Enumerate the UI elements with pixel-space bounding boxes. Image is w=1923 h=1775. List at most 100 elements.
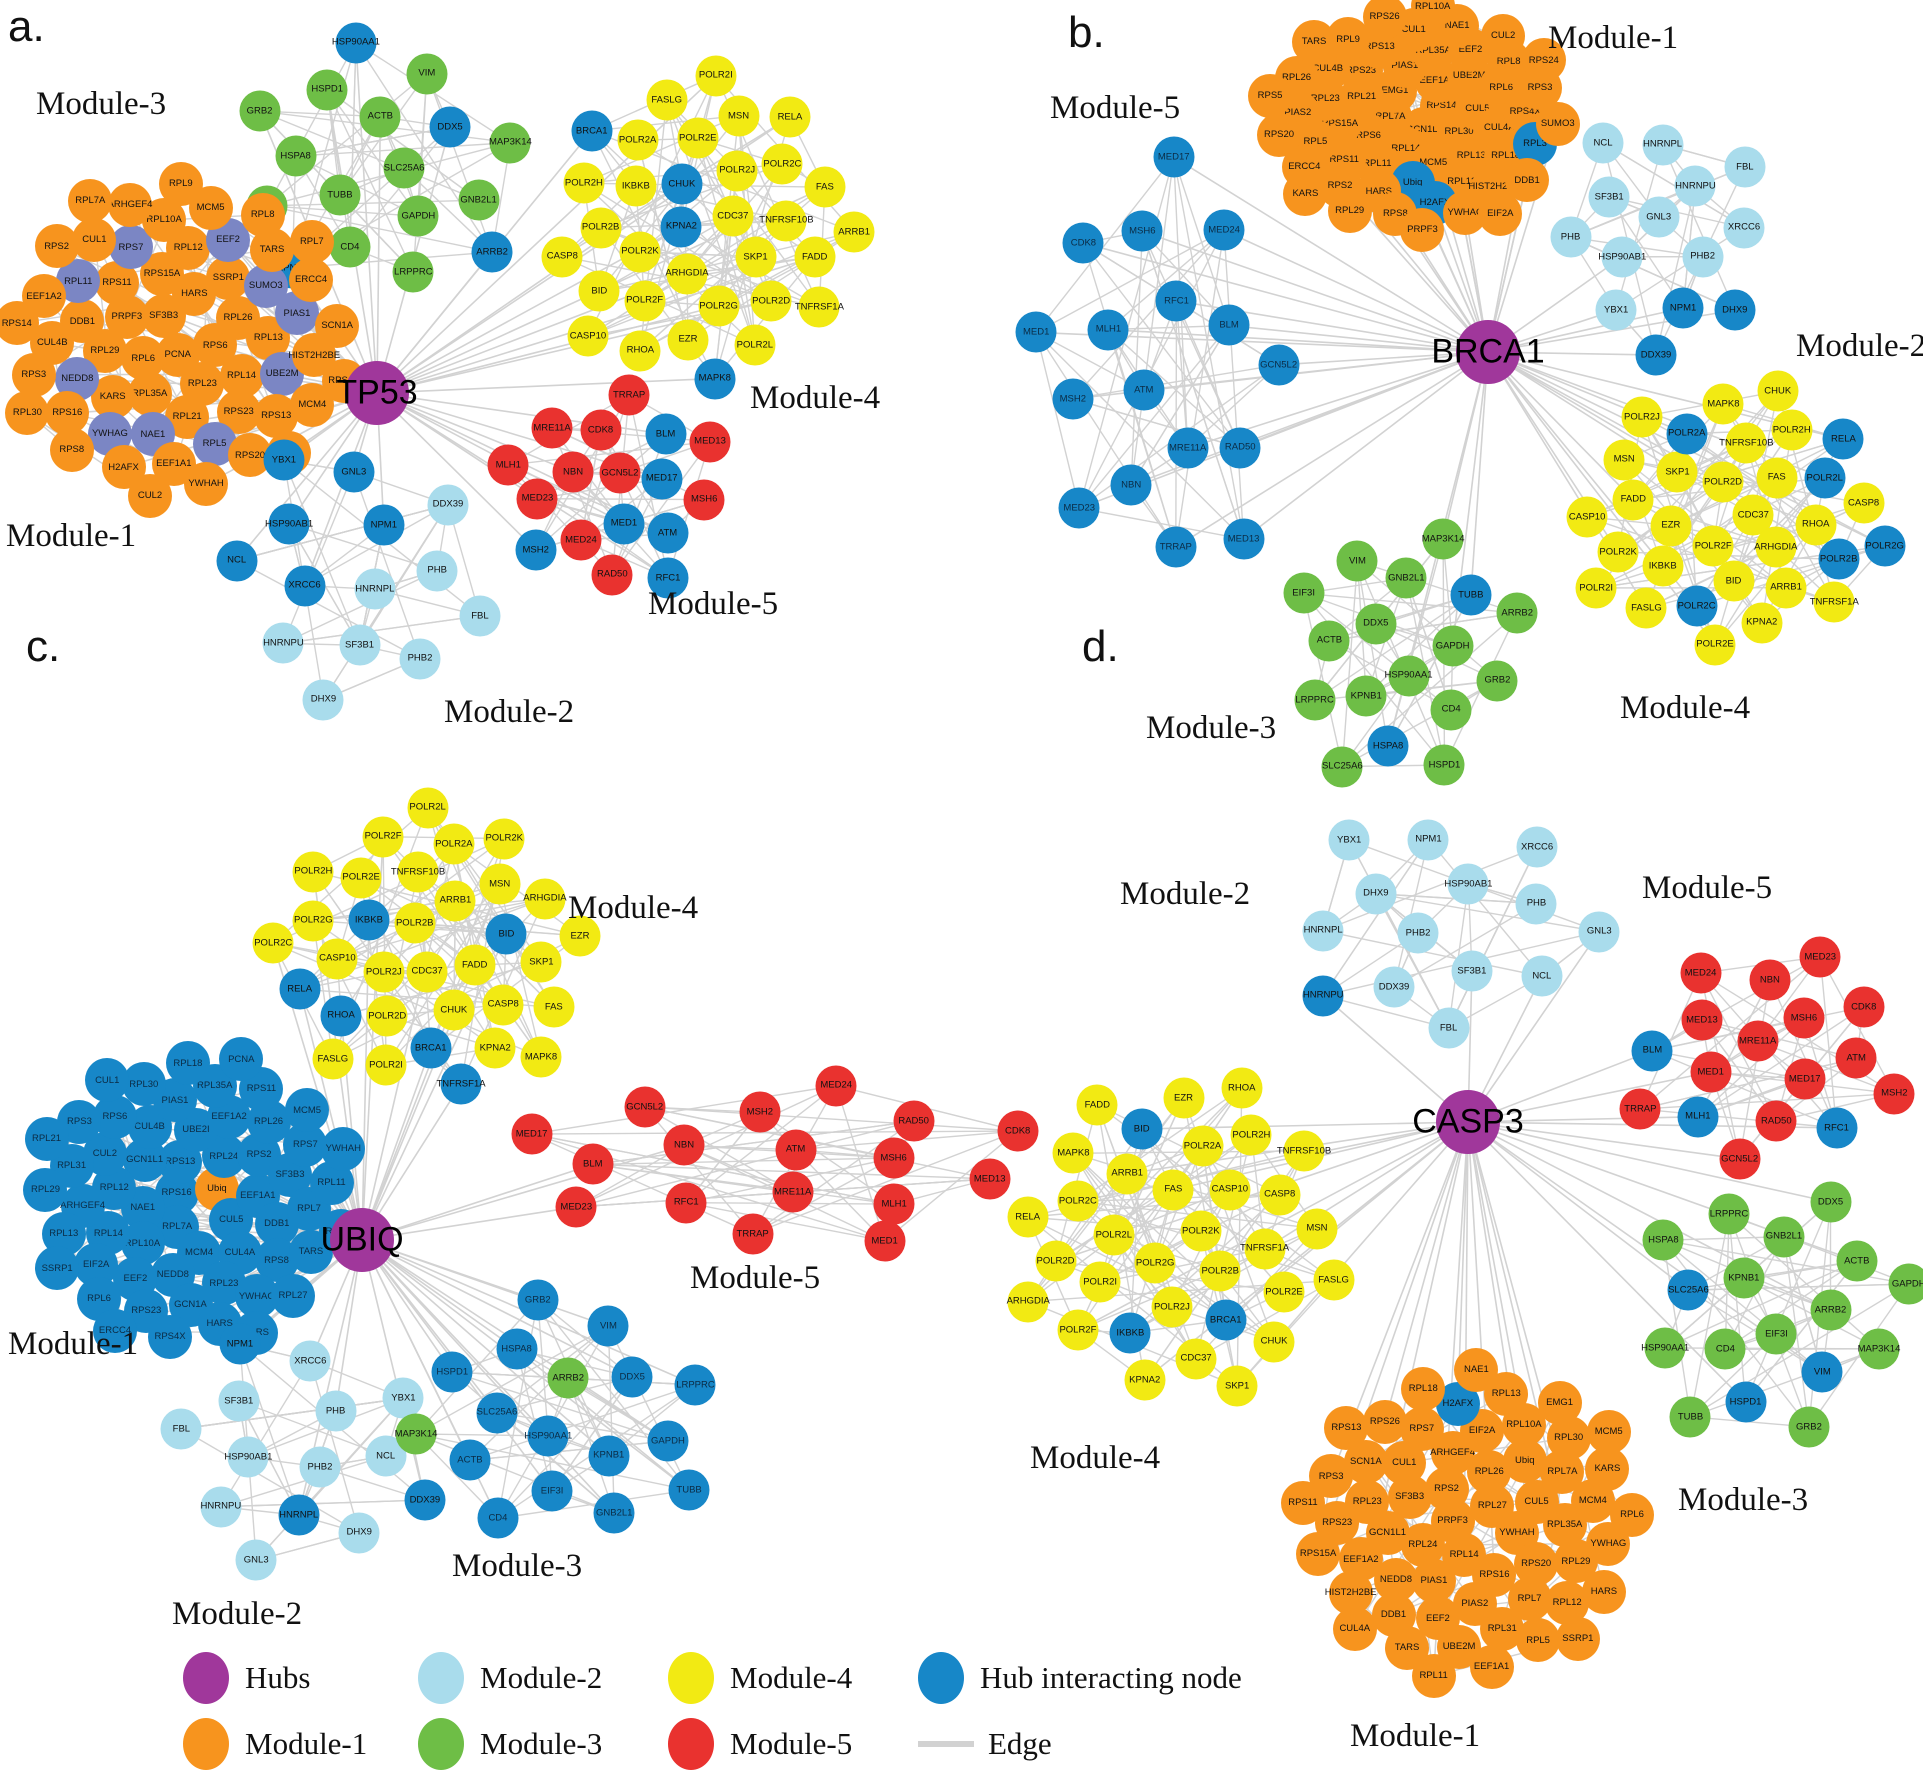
node-SSRP1: SSRP1 bbox=[35, 1246, 80, 1291]
node-POLR2F: POLR2F bbox=[1057, 1309, 1099, 1351]
node-KPNB1: KPNB1 bbox=[588, 1435, 630, 1477]
node-POLR2H: POLR2H bbox=[1771, 409, 1813, 451]
panel-letter: a. bbox=[8, 2, 45, 51]
node-SCN1A: SCN1A bbox=[315, 303, 360, 348]
legend-item-edge: Edge bbox=[918, 1718, 1248, 1770]
node-DHX9: DHX9 bbox=[302, 679, 344, 721]
node-FAS: FAS bbox=[804, 166, 846, 208]
node-RPL9: RPL9 bbox=[158, 161, 203, 206]
node-POLR2I: POLR2I bbox=[695, 55, 737, 97]
node-EZR: EZR bbox=[667, 319, 709, 361]
node-DDX39: DDX39 bbox=[404, 1479, 446, 1521]
node-POLR2K: POLR2K bbox=[619, 231, 661, 273]
node-POLR2L: POLR2L bbox=[407, 787, 449, 829]
node-RPS15A: RPS15A bbox=[1296, 1531, 1341, 1576]
node-MAPK8: MAPK8 bbox=[1052, 1132, 1094, 1174]
node-RPS3: RPS3 bbox=[11, 352, 56, 397]
node-GAPDH: GAPDH bbox=[397, 195, 439, 237]
module-label-module-5: Module-5 bbox=[1050, 90, 1181, 126]
node-IKBKB: IKBKB bbox=[1642, 545, 1684, 587]
node-MRE11A: MRE11A bbox=[1737, 1020, 1779, 1062]
node-POLR2I: POLR2I bbox=[365, 1044, 407, 1086]
node-NCL: NCL bbox=[1521, 955, 1563, 997]
node-CUL2: CUL2 bbox=[1481, 13, 1526, 58]
node-POLR2A: POLR2A bbox=[1182, 1125, 1224, 1167]
node-POLR2K: POLR2K bbox=[1180, 1210, 1222, 1252]
node-RAD50: RAD50 bbox=[1755, 1100, 1797, 1142]
node-TNFRSF1A: TNFRSF1A bbox=[1810, 581, 1859, 623]
node-TUBB: TUBB bbox=[319, 174, 361, 216]
node-POLR2F: POLR2F bbox=[362, 816, 404, 858]
hub-node-CASP3 bbox=[1436, 1090, 1500, 1154]
node-ATM: ATM bbox=[775, 1129, 817, 1171]
node-RPL7A: RPL7A bbox=[68, 179, 113, 224]
node-ARHGDIA: ARHGDIA bbox=[523, 878, 567, 920]
node-BRCA1: BRCA1 bbox=[1205, 1299, 1247, 1341]
node-MED23: MED23 bbox=[1058, 487, 1100, 529]
module-5-swatch-icon bbox=[668, 1718, 714, 1770]
node-POLR2D: POLR2D bbox=[366, 995, 408, 1037]
node-EIF3I: EIF3I bbox=[1755, 1313, 1797, 1355]
node-MLH1: MLH1 bbox=[1677, 1096, 1719, 1138]
node-EMG1: EMG1 bbox=[1537, 1381, 1582, 1426]
node-CASP8: CASP8 bbox=[541, 236, 583, 278]
node-MRE11A: MRE11A bbox=[772, 1171, 814, 1213]
node-GNL3: GNL3 bbox=[1638, 196, 1680, 238]
node-HSPA8: HSPA8 bbox=[496, 1328, 538, 1370]
hub-label-UBIQ: UBIQ bbox=[320, 1220, 404, 1259]
node-MED24: MED24 bbox=[1680, 952, 1722, 994]
node-SUMO3: SUMO3 bbox=[1535, 101, 1580, 146]
node-RPS8: RPS8 bbox=[49, 428, 94, 473]
node-ARHGDIA: ARHGDIA bbox=[665, 253, 709, 295]
node-EIF2A: EIF2A bbox=[1478, 192, 1523, 237]
node-BID: BID bbox=[1121, 1108, 1163, 1150]
hub-node-UBIQ bbox=[330, 1208, 394, 1272]
node-LRPPRC: LRPPRC bbox=[674, 1364, 716, 1406]
node-RELA: RELA bbox=[279, 968, 321, 1010]
node-CDK8: CDK8 bbox=[1843, 986, 1885, 1028]
node-ARRB1: ARRB1 bbox=[1765, 567, 1807, 609]
node-POLR2D: POLR2D bbox=[750, 280, 792, 322]
node-SLC25A6: SLC25A6 bbox=[383, 147, 425, 189]
node-MAP3K14: MAP3K14 bbox=[1422, 518, 1464, 560]
node-MSH2: MSH2 bbox=[1052, 378, 1094, 420]
node-FADD: FADD bbox=[1612, 479, 1654, 521]
node-PHB2: PHB2 bbox=[399, 638, 441, 680]
node-CHUK: CHUK bbox=[1253, 1321, 1295, 1363]
node-RPS11: RPS11 bbox=[1280, 1480, 1325, 1525]
node-HSPA8: HSPA8 bbox=[275, 135, 317, 177]
node-RPL29: RPL29 bbox=[1327, 189, 1372, 234]
node-CASP10: CASP10 bbox=[567, 315, 609, 357]
node-RHOA: RHOA bbox=[619, 330, 661, 372]
node-RHOA: RHOA bbox=[320, 995, 362, 1037]
node-TUBB: TUBB bbox=[668, 1469, 710, 1511]
node-LRPPRC: LRPPRC bbox=[1708, 1193, 1750, 1235]
node-POLR2C: POLR2C bbox=[252, 922, 294, 964]
node-GNL3: GNL3 bbox=[333, 451, 375, 493]
node-SF3B1: SF3B1 bbox=[1451, 950, 1493, 992]
node-SLC25A6: SLC25A6 bbox=[476, 1392, 518, 1433]
node-POLR2G: POLR2G bbox=[292, 900, 334, 942]
node-BLM: BLM bbox=[572, 1143, 614, 1185]
node-POLR2J: POLR2J bbox=[363, 951, 405, 993]
node-HNRNPL: HNRNPL bbox=[354, 568, 396, 610]
hubs-swatch-icon bbox=[183, 1652, 229, 1704]
module-label-module-1: Module-1 bbox=[1548, 20, 1679, 56]
node-POLR2A: POLR2A bbox=[433, 823, 475, 865]
node-VIM: VIM bbox=[406, 53, 448, 95]
node-RPL30: RPL30 bbox=[5, 391, 50, 436]
node-POLR2F: POLR2F bbox=[624, 280, 666, 322]
panel-letter: c. bbox=[26, 622, 61, 671]
node-MSH6: MSH6 bbox=[1783, 997, 1825, 1039]
node-IKBKB: IKBKB bbox=[1109, 1312, 1151, 1354]
node-NPM1: NPM1 bbox=[1662, 287, 1704, 329]
node-ARHGEF4: ARHGEF4 bbox=[108, 182, 152, 227]
node-ARRB1: ARRB1 bbox=[833, 211, 875, 253]
node-SF3B1: SF3B1 bbox=[218, 1380, 260, 1422]
node-MED13: MED13 bbox=[1681, 999, 1723, 1041]
node-HNRNPL: HNRNPL bbox=[1302, 910, 1344, 952]
node-ACTB: ACTB bbox=[1308, 620, 1350, 662]
node-YBX1: YBX1 bbox=[1595, 289, 1637, 331]
node-RPL27: RPL27 bbox=[271, 1273, 316, 1318]
node-KPNA2: KPNA2 bbox=[1124, 1359, 1166, 1401]
